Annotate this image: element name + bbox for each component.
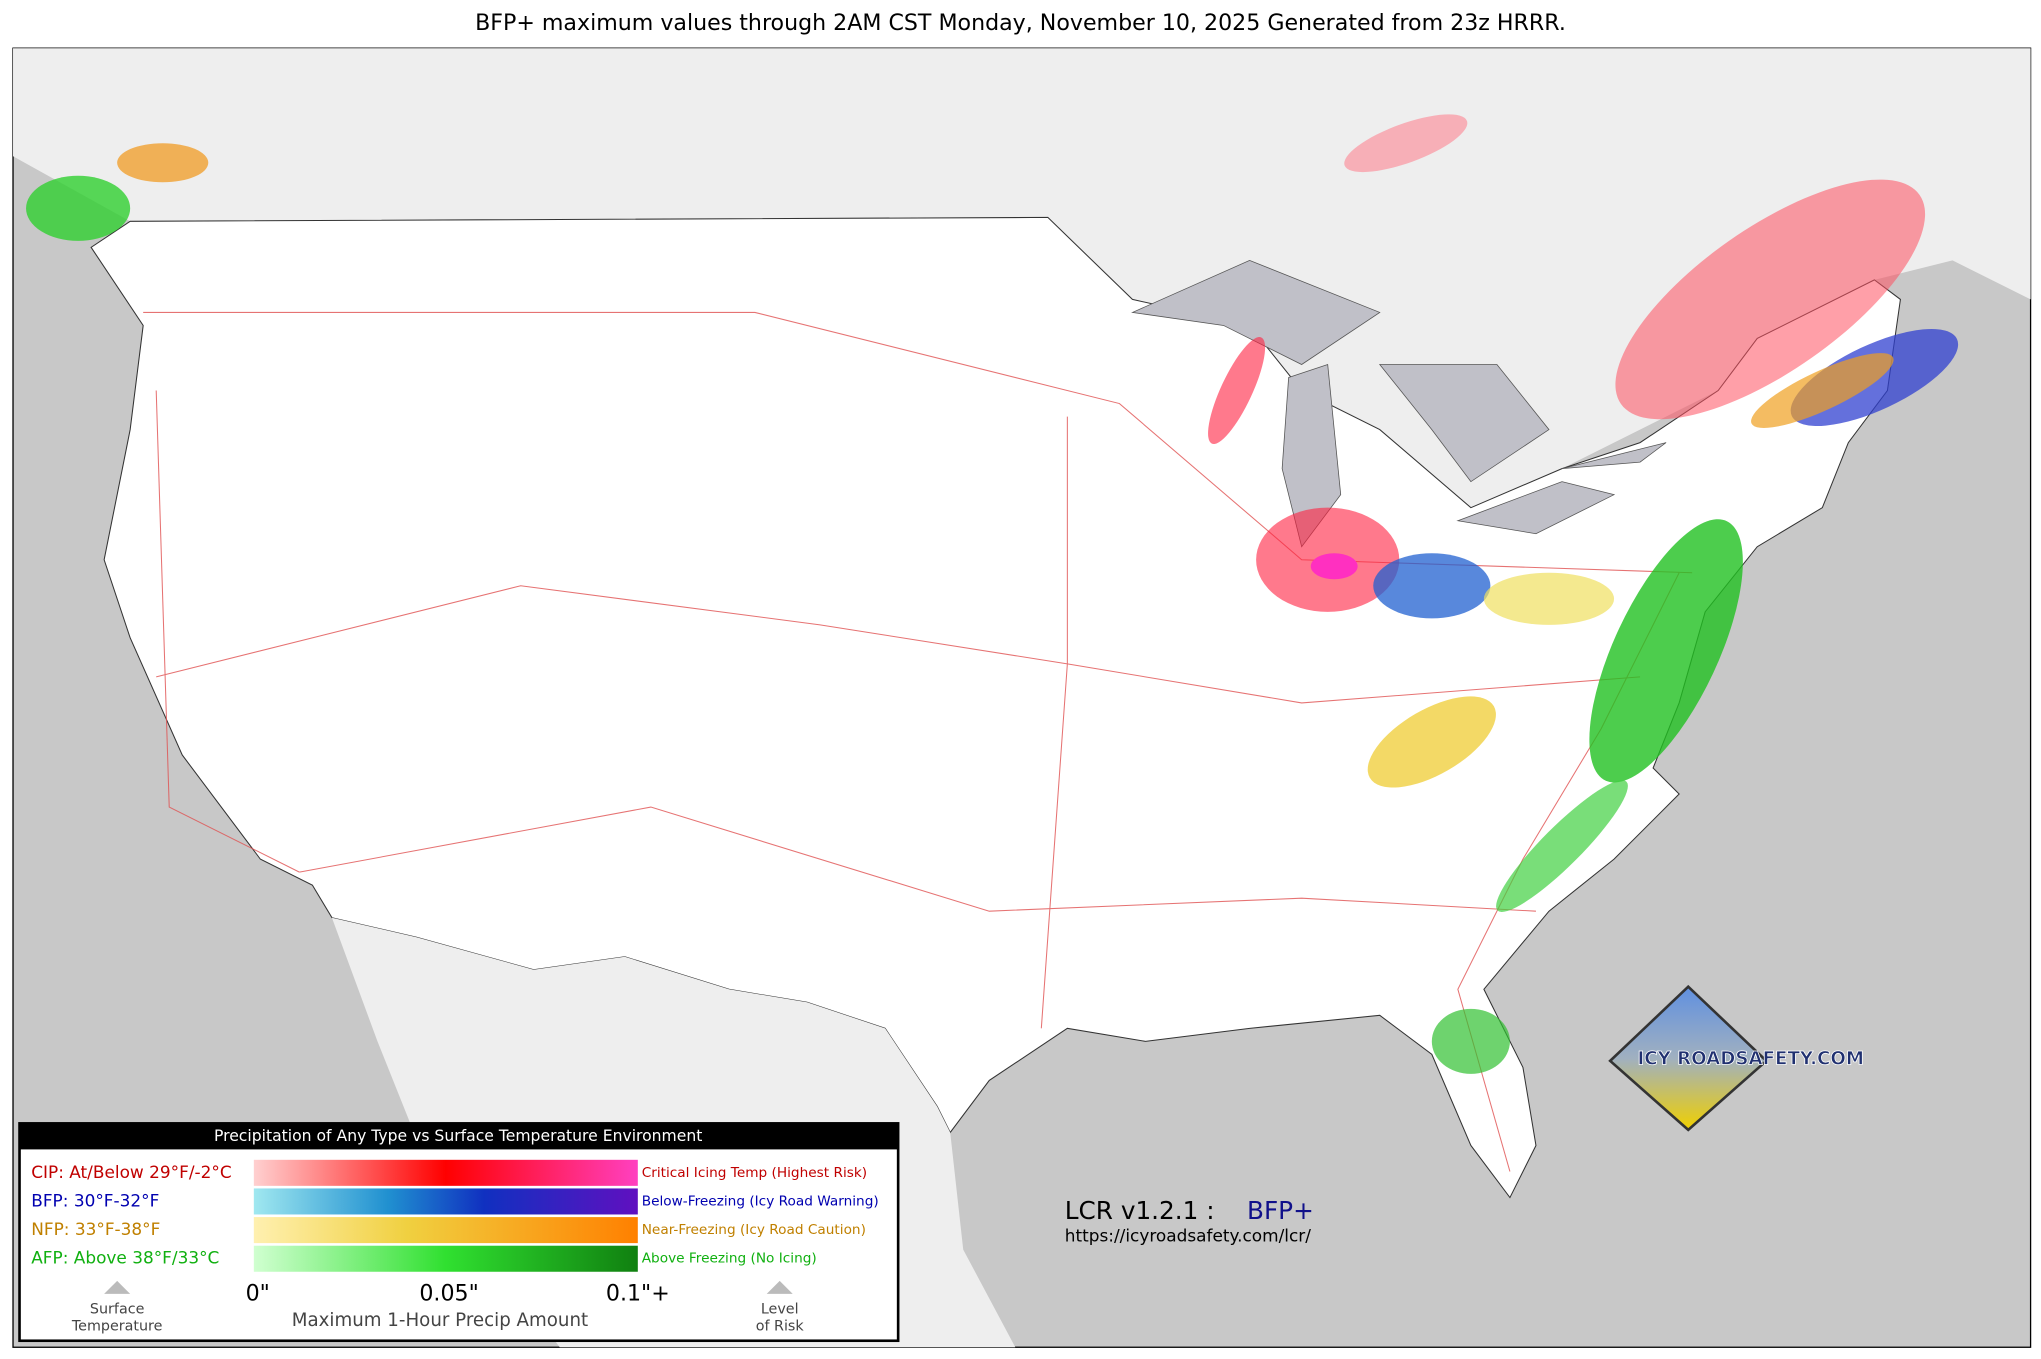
scale-label: 0.05" [419,1280,478,1306]
legend-ramp [253,1217,638,1244]
precip-area [1431,1008,1510,1074]
scale-label: 0.1"+ [606,1280,670,1306]
logo: ICY ROADSAFETY.COM [1608,984,1864,1132]
legend-ramp [253,1159,638,1186]
precip-area [1483,572,1615,625]
scale-caption: Maximum 1-Hour Precip Amount [292,1310,588,1331]
arrow-icon [104,1280,131,1294]
product-url: https://icyroadsafety.com/lcr/ [1065,1226,1311,1246]
precip-area [1496,780,1628,913]
precip-area [26,175,131,241]
arrow-icon [766,1280,793,1294]
legend-description: Critical Icing Temp (Highest Risk) [642,1165,867,1181]
precip-area [1344,114,1468,173]
precip-areas [26,114,1959,1074]
legend-label: AFP: Above 38°F/33°C [31,1248,219,1268]
canada [13,48,2031,508]
product-name: LCR v1.2.1 : [1065,1196,1215,1225]
legend-description: Above Freezing (No Icing) [642,1251,817,1267]
legend: Precipitation of Any Type vs Surface Tem… [18,1122,900,1343]
product-label: LCR v1.2.1 : BFP+ https://icyroadsafety.… [1065,1196,1314,1246]
legend-description: Below-Freezing (Icy Road Warning) [642,1193,879,1209]
left-caption: Surface [90,1302,145,1318]
legend-label: BFP: 30°F-32°F [31,1190,159,1210]
precip-area [1208,337,1266,445]
map-title: BFP+ maximum values through 2AM CST Mond… [475,10,1566,36]
precip-area [1751,353,1894,428]
legend-header-bar [19,1123,899,1150]
precip-area [1615,179,1926,420]
scale-label: 0" [246,1280,270,1306]
legend-label: CIP: At/Below 29°F/-2°C [31,1162,231,1182]
precip-area [117,143,209,183]
legend-ramp [253,1188,638,1215]
legend-description: Near-Freezing (Icy Road Caution) [642,1222,866,1238]
left-caption: Temperature [71,1318,163,1334]
logo-diamond [1608,984,1769,1132]
precip-area [1373,553,1491,619]
precip-area [1367,696,1496,788]
legend-header: Precipitation of Any Type vs Surface Tem… [214,1127,702,1145]
map [12,47,2032,1348]
precip-area [1310,553,1358,580]
precip-area [1589,519,1743,783]
right-caption: Level [761,1302,799,1318]
legend-label: NFP: 33°F-38°F [31,1219,160,1239]
right-caption: of Risk [756,1318,805,1334]
product-mode: BFP+ [1247,1196,1314,1225]
logo-text: ICY ROADSAFETY.COM [1637,1049,1864,1070]
legend-ramp [253,1245,638,1272]
